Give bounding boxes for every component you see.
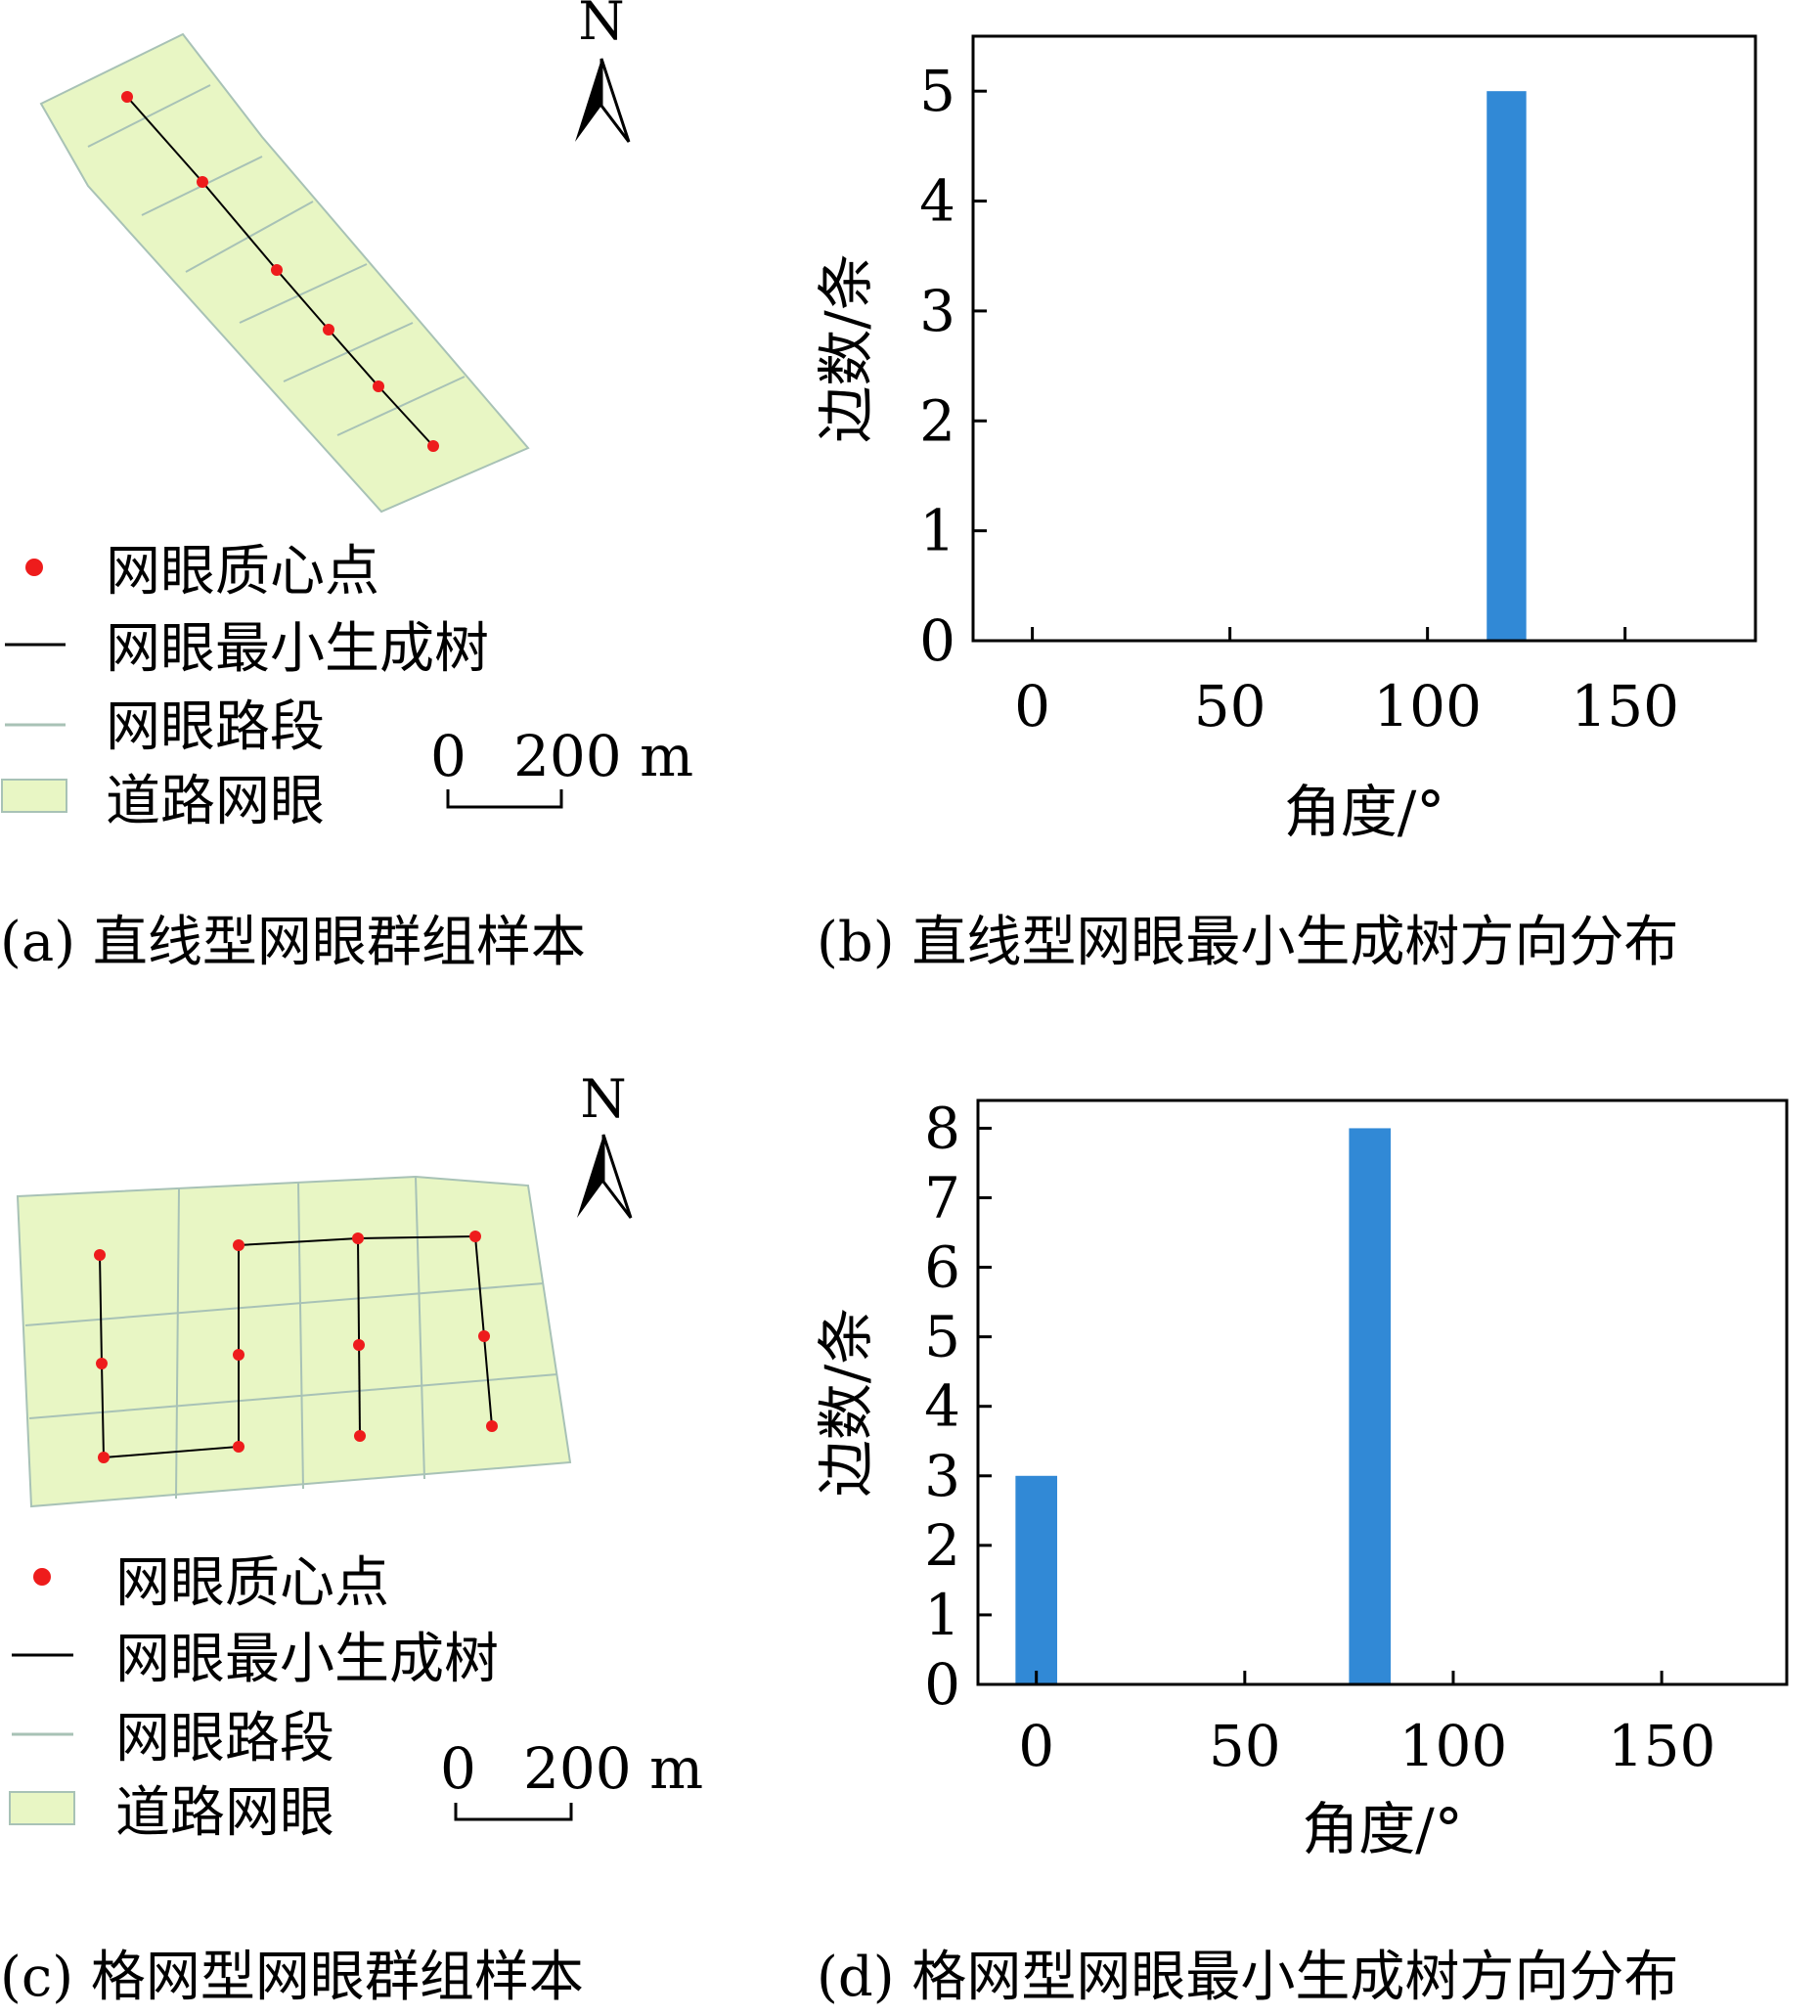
x-axis-title: 角度/° — [1302, 1796, 1463, 1862]
x-tick-label: 50 — [1194, 673, 1266, 739]
mst-line — [126, 96, 434, 447]
scale-bar-c: 0 200 m — [440, 1735, 703, 1821]
plot-frame — [976, 1098, 1789, 1686]
north-arrow-a: N — [575, 0, 631, 143]
north-arrow-icon — [577, 1135, 603, 1218]
north-arrow-c: N — [577, 1068, 633, 1219]
y-tick-label: 3 — [924, 1443, 960, 1509]
y-tick-label: 3 — [919, 278, 955, 344]
x-tick-label: 50 — [1209, 1713, 1281, 1779]
legend-centroid-label: 网眼质心点 — [115, 1551, 389, 1615]
road-mesh-area — [16, 1175, 572, 1508]
caption-b: (b) 直线型网眼最小生成树方向分布 — [817, 911, 1678, 974]
chart-b: 0 50 100 150 0 1 2 3 4 5 角度/° 边数/条 — [813, 34, 1757, 845]
y-tick-label: 2 — [919, 387, 955, 454]
north-arrow-icon — [575, 59, 601, 142]
legend-mesh-label: 道路网眼 — [115, 1781, 334, 1845]
y-tick-label: 8 — [924, 1095, 960, 1161]
scale-length: 200 m — [523, 1735, 703, 1802]
legend-c: 网眼质心点 网眼最小生成树 网眼路段 道路网眼 — [9, 1551, 499, 1845]
bar-0 — [1015, 1475, 1057, 1684]
bar-0 — [1487, 91, 1527, 641]
x-tick-label: 150 — [1571, 673, 1679, 739]
y-tick-label: 2 — [924, 1512, 960, 1579]
caption-c: (c) 格网型网眼群组样本 — [0, 1946, 584, 2009]
bar-1 — [1349, 1128, 1392, 1684]
y-tick-label: 5 — [924, 1304, 960, 1370]
legend-road-label: 网眼路段 — [106, 695, 325, 759]
legend-centroid-marker — [33, 1568, 51, 1586]
legend-mst-label: 网眼最小生成树 — [106, 617, 489, 681]
plot-frame — [971, 34, 1757, 643]
legend-mesh-marker — [1, 779, 67, 813]
legend-mesh-label: 道路网眼 — [106, 770, 325, 833]
north-label: N — [578, 0, 624, 52]
road-mesh-area — [39, 32, 530, 514]
caption-a: (a) 直线型网眼群组样本 — [0, 911, 586, 974]
north-label: N — [580, 1068, 626, 1130]
y-tick-label: 0 — [924, 1651, 960, 1718]
y-tick-label: 5 — [919, 58, 955, 124]
y-tick-label: 4 — [919, 168, 955, 235]
legend-road-label: 网眼路段 — [115, 1707, 334, 1770]
scale-length: 200 m — [513, 723, 693, 789]
y-tick-label: 1 — [919, 498, 955, 564]
scale-zero: 0 — [440, 1735, 476, 1802]
caption-d: (d) 格网型网眼最小生成树方向分布 — [817, 1946, 1678, 2009]
x-tick-label: 100 — [1373, 673, 1482, 739]
scale-line — [454, 1803, 573, 1821]
x-axis-title: 角度/° — [1284, 779, 1445, 845]
scale-bar-a: 0 200 m — [430, 723, 693, 809]
x-tick-label: 0 — [1014, 673, 1050, 739]
x-tick-label: 100 — [1399, 1713, 1508, 1779]
y-axis-title: 边数/条 — [813, 253, 879, 443]
x-tick-label: 150 — [1608, 1713, 1716, 1779]
legend-mst-label: 网眼最小生成树 — [115, 1628, 499, 1691]
legend-a: 网眼质心点 网眼最小生成树 网眼路段 道路网眼 — [1, 540, 489, 833]
panel-a-map — [39, 32, 530, 514]
y-tick-label: 4 — [924, 1373, 960, 1440]
y-tick-label: 1 — [924, 1582, 960, 1648]
y-axis-title: 边数/条 — [813, 1308, 879, 1498]
legend-mesh-marker — [9, 1791, 75, 1825]
panel-c-map — [16, 1175, 572, 1508]
centroid-points — [121, 91, 439, 452]
scale-line — [446, 789, 563, 809]
x-tick-label: 0 — [1018, 1713, 1054, 1779]
y-tick-label: 7 — [924, 1165, 960, 1232]
y-tick-label: 0 — [919, 607, 955, 674]
y-tick-label: 6 — [924, 1234, 960, 1301]
legend-centroid-label: 网眼质心点 — [106, 540, 379, 604]
scale-zero: 0 — [430, 723, 466, 789]
centroid-points — [94, 1231, 498, 1463]
legend-centroid-marker — [25, 559, 43, 576]
road-segments — [24, 1176, 558, 1500]
